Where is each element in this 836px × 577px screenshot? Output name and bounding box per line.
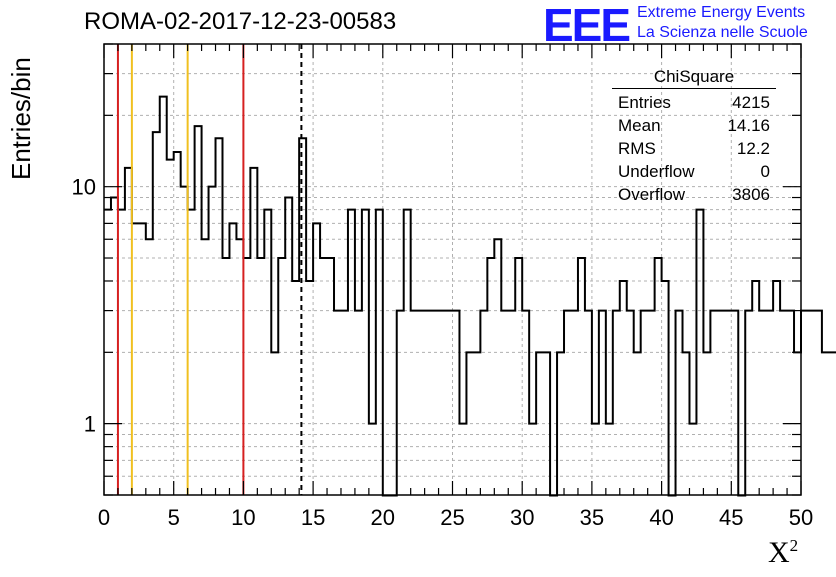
chart-title: ROMA-02-2017-12-23-00583 [84, 8, 397, 35]
stats-value: 0 [760, 162, 770, 181]
y-tick-label: 1 [84, 412, 96, 437]
x-tick-label: 35 [580, 505, 604, 530]
stats-label: RMS [618, 139, 656, 158]
stats-value: 12.2 [736, 139, 770, 158]
x-tick-label: 50 [789, 505, 813, 530]
stats-box: ChiSquare Entries 4215 Mean 14.16 RMS 12.2 … [612, 66, 776, 206]
stats-label: Overflow [618, 185, 686, 204]
brand-line-2: La Scienza nelle Scuole [637, 24, 808, 41]
x-tick-label: 15 [301, 505, 325, 530]
y-axis-label: Entries/bin [6, 57, 36, 180]
x-tick-label: 0 [98, 505, 110, 530]
brand-line-1: Extreme Energy Events [637, 4, 806, 21]
stats-row-entries: Entries 4215 [612, 91, 776, 114]
x-tick-label: 5 [168, 505, 180, 530]
x-tick-label: 20 [371, 505, 395, 530]
stats-value: 14.16 [727, 116, 770, 135]
x-tick-label: 40 [649, 505, 673, 530]
stats-label: Entries [618, 93, 671, 112]
x-tick-label: 45 [719, 505, 743, 530]
x-axis-label-superscript: 2 [789, 536, 799, 555]
stats-label: Mean [618, 116, 661, 135]
stats-row-overflow: Overflow 3806 [612, 183, 776, 206]
stats-value: 4215 [732, 93, 770, 112]
eee-logo: EEE [543, 0, 631, 51]
y-tick-label: 10 [72, 175, 96, 200]
x-axis-label: X2 [768, 536, 798, 570]
stats-row-underflow: Underflow 0 [612, 160, 776, 183]
stats-title: ChiSquare [612, 66, 776, 89]
x-axis-label-text: X [768, 536, 790, 569]
stats-value: 3806 [732, 185, 770, 204]
stats-row-mean: Mean 14.16 [612, 114, 776, 137]
stats-label: Underflow [618, 162, 695, 181]
x-tick-label: 10 [231, 505, 255, 530]
x-tick-label: 25 [440, 505, 464, 530]
stats-row-rms: RMS 12.2 [612, 137, 776, 160]
x-tick-label: 30 [510, 505, 534, 530]
